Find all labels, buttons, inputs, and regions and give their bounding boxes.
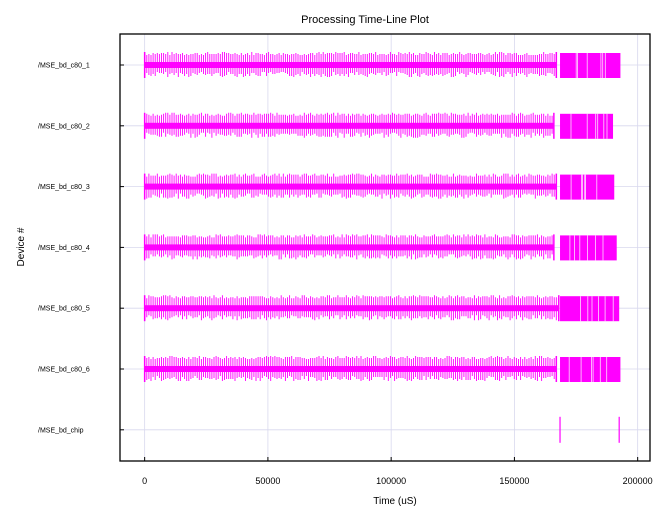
x-tick-label-4: 200000: [623, 476, 653, 486]
device-row-5: [143, 356, 621, 382]
device-label-5: /MSE_bd_c80_6: [38, 367, 90, 374]
device-row-6: [559, 416, 620, 443]
device-2-block-gaps-1: [570, 174, 598, 200]
device-1-activity-ticks: [144, 112, 553, 138]
device-label-2: /MSE_bd_c80_3: [38, 184, 90, 191]
x-tick-label-2: 100000: [376, 476, 406, 486]
device-4-block-1: [560, 296, 620, 322]
device-3-activity-ticks: [144, 234, 553, 260]
device-label-3: /MSE_bd_c80_4: [38, 245, 90, 252]
device-label-1: /MSE_bd_c80_2: [38, 123, 90, 130]
x-tick-label-3: 150000: [499, 476, 529, 486]
timeline-marks: [143, 52, 621, 443]
device-1-activity-band: [144, 122, 554, 129]
device-3-block-gaps-1: [569, 235, 604, 261]
device-4-activity-band: [144, 305, 559, 312]
device-label-4: /MSE_bd_c80_5: [38, 306, 90, 313]
device-row-1: [143, 112, 614, 139]
device-label-0: /MSE_bd_c80_1: [38, 63, 90, 70]
device-0-block-gaps-1: [575, 53, 606, 78]
device-3-activity-band: [144, 244, 554, 251]
device-label-6: /MSE_bd_chip: [38, 427, 84, 434]
device-5-block-gaps-1: [568, 357, 608, 382]
device-row-0: [143, 52, 621, 78]
device-1-block-gaps-1: [570, 113, 608, 139]
device-labels: /MSE_bd_c80_1/MSE_bd_c80_2/MSE_bd_c80_3 /…: [38, 63, 124, 434]
chart-title: Processing Time-Line Plot: [301, 14, 429, 26]
device-row-2: [143, 173, 615, 200]
x-axis-label: Time (uS): [373, 496, 417, 507]
x-tick-label-1: 50000: [255, 476, 280, 486]
device-1-block-1: [560, 113, 614, 139]
x-axis-ticks: 0 50000 100000 150000 200000: [142, 457, 653, 486]
x-tick-label-0: 0: [142, 476, 147, 486]
device-3-block-1: [560, 235, 617, 261]
device-row-3: [143, 234, 617, 261]
device-2-block-1: [560, 174, 615, 200]
device-0-block-1: [560, 53, 621, 78]
y-axis-label: Device #: [16, 227, 27, 266]
device-5-block-1: [560, 357, 621, 382]
device-4-block-gaps-1: [580, 296, 614, 322]
device-row-4: [143, 295, 620, 322]
